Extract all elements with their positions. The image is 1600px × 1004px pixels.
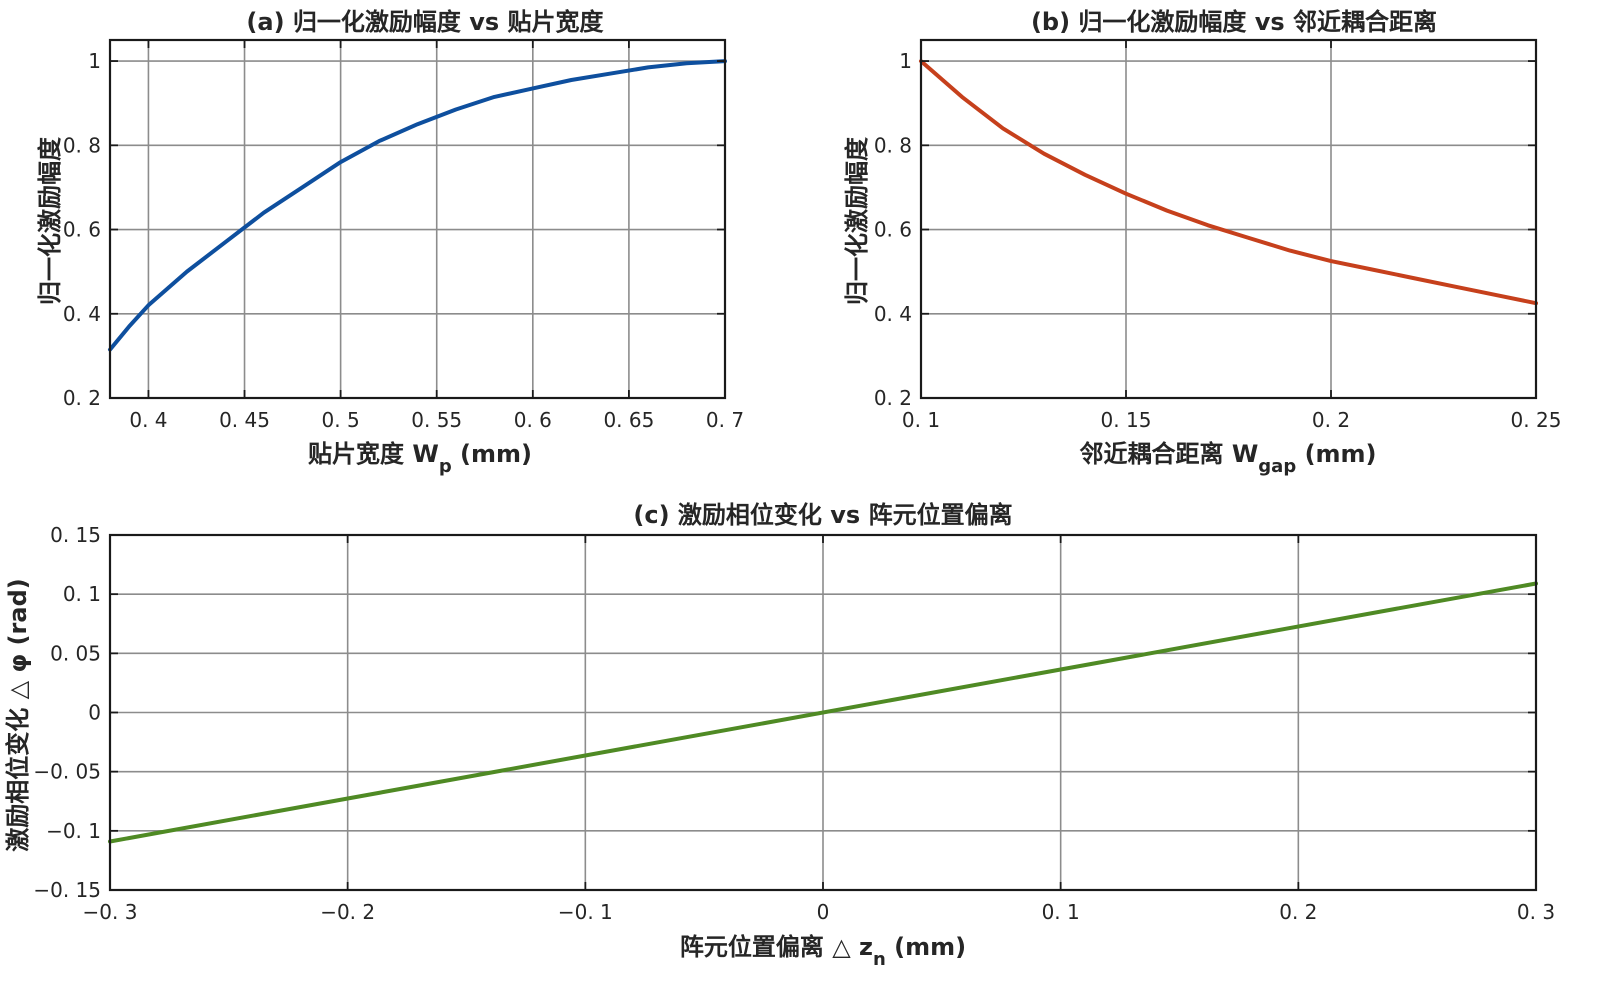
panel-a-x-tick-label: 0. 5 (322, 408, 360, 432)
panel-b-y-tick-label: 0. 8 (874, 133, 912, 157)
panel-b-axes-frame (919, 38, 1538, 400)
panel-a-y-tick-label: 0. 8 (63, 133, 101, 157)
panel-c-x-axis-label: 阵元位置偏离 △ zn (mm) (680, 933, 966, 970)
panel-b-x-tick-label: 0. 1 (902, 408, 940, 432)
panel-a-y-tick-label: 0. 4 (63, 302, 101, 326)
panel-a-gridlines (110, 40, 726, 399)
panel-c-y-tick-label: 0 (88, 701, 101, 725)
panel-a-title: (a) 归一化激励幅度 vs 贴片宽度 (246, 8, 604, 36)
panel-a-y-axis-label: 归一化激励幅度 (36, 136, 64, 305)
panel-b-x-tick-label: 0. 2 (1312, 408, 1350, 432)
panel-c-y-axis-label: 激励相位变化 △ φ (rad) (4, 578, 32, 851)
panel-a-x-tick-label: 0. 55 (411, 408, 462, 432)
panel-b-gridlines (920, 40, 1537, 399)
panel-b-y-tick-label: 0. 4 (874, 302, 912, 326)
panel-c-y-tick-label: −0. 1 (46, 819, 101, 843)
panel-c-x-tick-label: 0. 2 (1279, 900, 1317, 924)
panel-b-y-axis-label: 归一化激励幅度 (843, 136, 871, 305)
panel-c-x-tick-label: 0 (817, 900, 830, 924)
panel-a-x-tick-label: 0. 7 (706, 408, 744, 432)
panel-b-title: (b) 归一化激励幅度 vs 邻近耦合距离 (1031, 8, 1437, 36)
panel-a-x-tick-label: 0. 45 (219, 408, 270, 432)
panel-a-x-tick-label: 0. 65 (603, 408, 654, 432)
panel-c-x-tick-label: 0. 1 (1042, 900, 1080, 924)
panel-c-phase-vs-offset: (c) 激励相位变化 vs 阵元位置偏离 −0. 3 −0. 2 −0. 1 0 0. … (4, 501, 1555, 970)
panel-b-y-tick-label: 0. 2 (874, 386, 912, 410)
panel-c-y-tick-label: −0. 15 (33, 878, 101, 902)
panel-a-axes-frame (108, 38, 727, 400)
panel-c-x-tick-label: −0. 2 (320, 900, 375, 924)
panel-c-y-tick-label: 0. 05 (50, 641, 101, 665)
panel-c-series-line (108, 581, 1538, 844)
panel-b-y-tick-label: 0. 6 (874, 218, 912, 242)
panel-b-x-axis-label: 邻近耦合距离 Wgap (mm) (1079, 440, 1376, 477)
panel-b-series-line (919, 59, 1538, 306)
panel-c-ticks: −0. 3 −0. 2 −0. 1 0 0. 1 0. 2 0. 3 −0. 15 −0. 1 −… (33, 523, 1555, 924)
panel-b-x-axis-label-subscript: gap (1258, 456, 1296, 477)
panel-a-y-tick-label: 1 (88, 49, 101, 73)
panel-b-x-tick-label: 0. 15 (1101, 408, 1152, 432)
panel-a-voltage-vs-patch-width: (a) 归一化激励幅度 vs 贴片宽度 0. 4 0. 45 0. 5 0. 55 0.… (36, 8, 744, 477)
panel-a-series-line (108, 59, 727, 352)
panel-a-x-tick-label: 0. 6 (514, 408, 552, 432)
panel-c-x-tick-label: −0. 1 (558, 900, 613, 924)
panel-c-y-tick-label: 0. 15 (50, 523, 101, 547)
panel-c-title: (c) 激励相位变化 vs 阵元位置偏离 (633, 501, 1012, 529)
panel-c-x-tick-label: −0. 3 (83, 900, 138, 924)
panel-a-y-tick-label: 0. 6 (63, 218, 101, 242)
panel-a-x-axis-label: 贴片宽度 Wp (mm) (308, 440, 532, 477)
panel-c-x-tick-label: 0. 3 (1517, 900, 1555, 924)
panel-b-x-tick-label: 0. 25 (1511, 408, 1562, 432)
panel-b-amplitude-vs-gap: (b) 归一化激励幅度 vs 邻近耦合距离 0. 1 0. 15 0. 2 0. 25… (843, 8, 1561, 477)
panel-c-y-tick-label: −0. 05 (33, 760, 101, 784)
panel-c-x-axis-label-subscript: n (873, 949, 886, 970)
panel-a-x-axis-label-subscript: p (439, 456, 452, 477)
panel-b-y-tick-label: 1 (899, 49, 912, 73)
panel-c-y-tick-label: 0. 1 (63, 582, 101, 606)
panel-a-y-tick-label: 0. 2 (63, 386, 101, 410)
panel-b-ticks: 0. 1 0. 15 0. 2 0. 25 0. 2 0. 4 0. 6 0. 8 1 (874, 40, 1562, 432)
panel-a-x-tick-label: 0. 4 (129, 408, 167, 432)
panel-a-ticks: 0. 4 0. 45 0. 5 0. 55 0. 6 0. 65 0. 7 0. 2 0. 4 0… (63, 40, 744, 432)
